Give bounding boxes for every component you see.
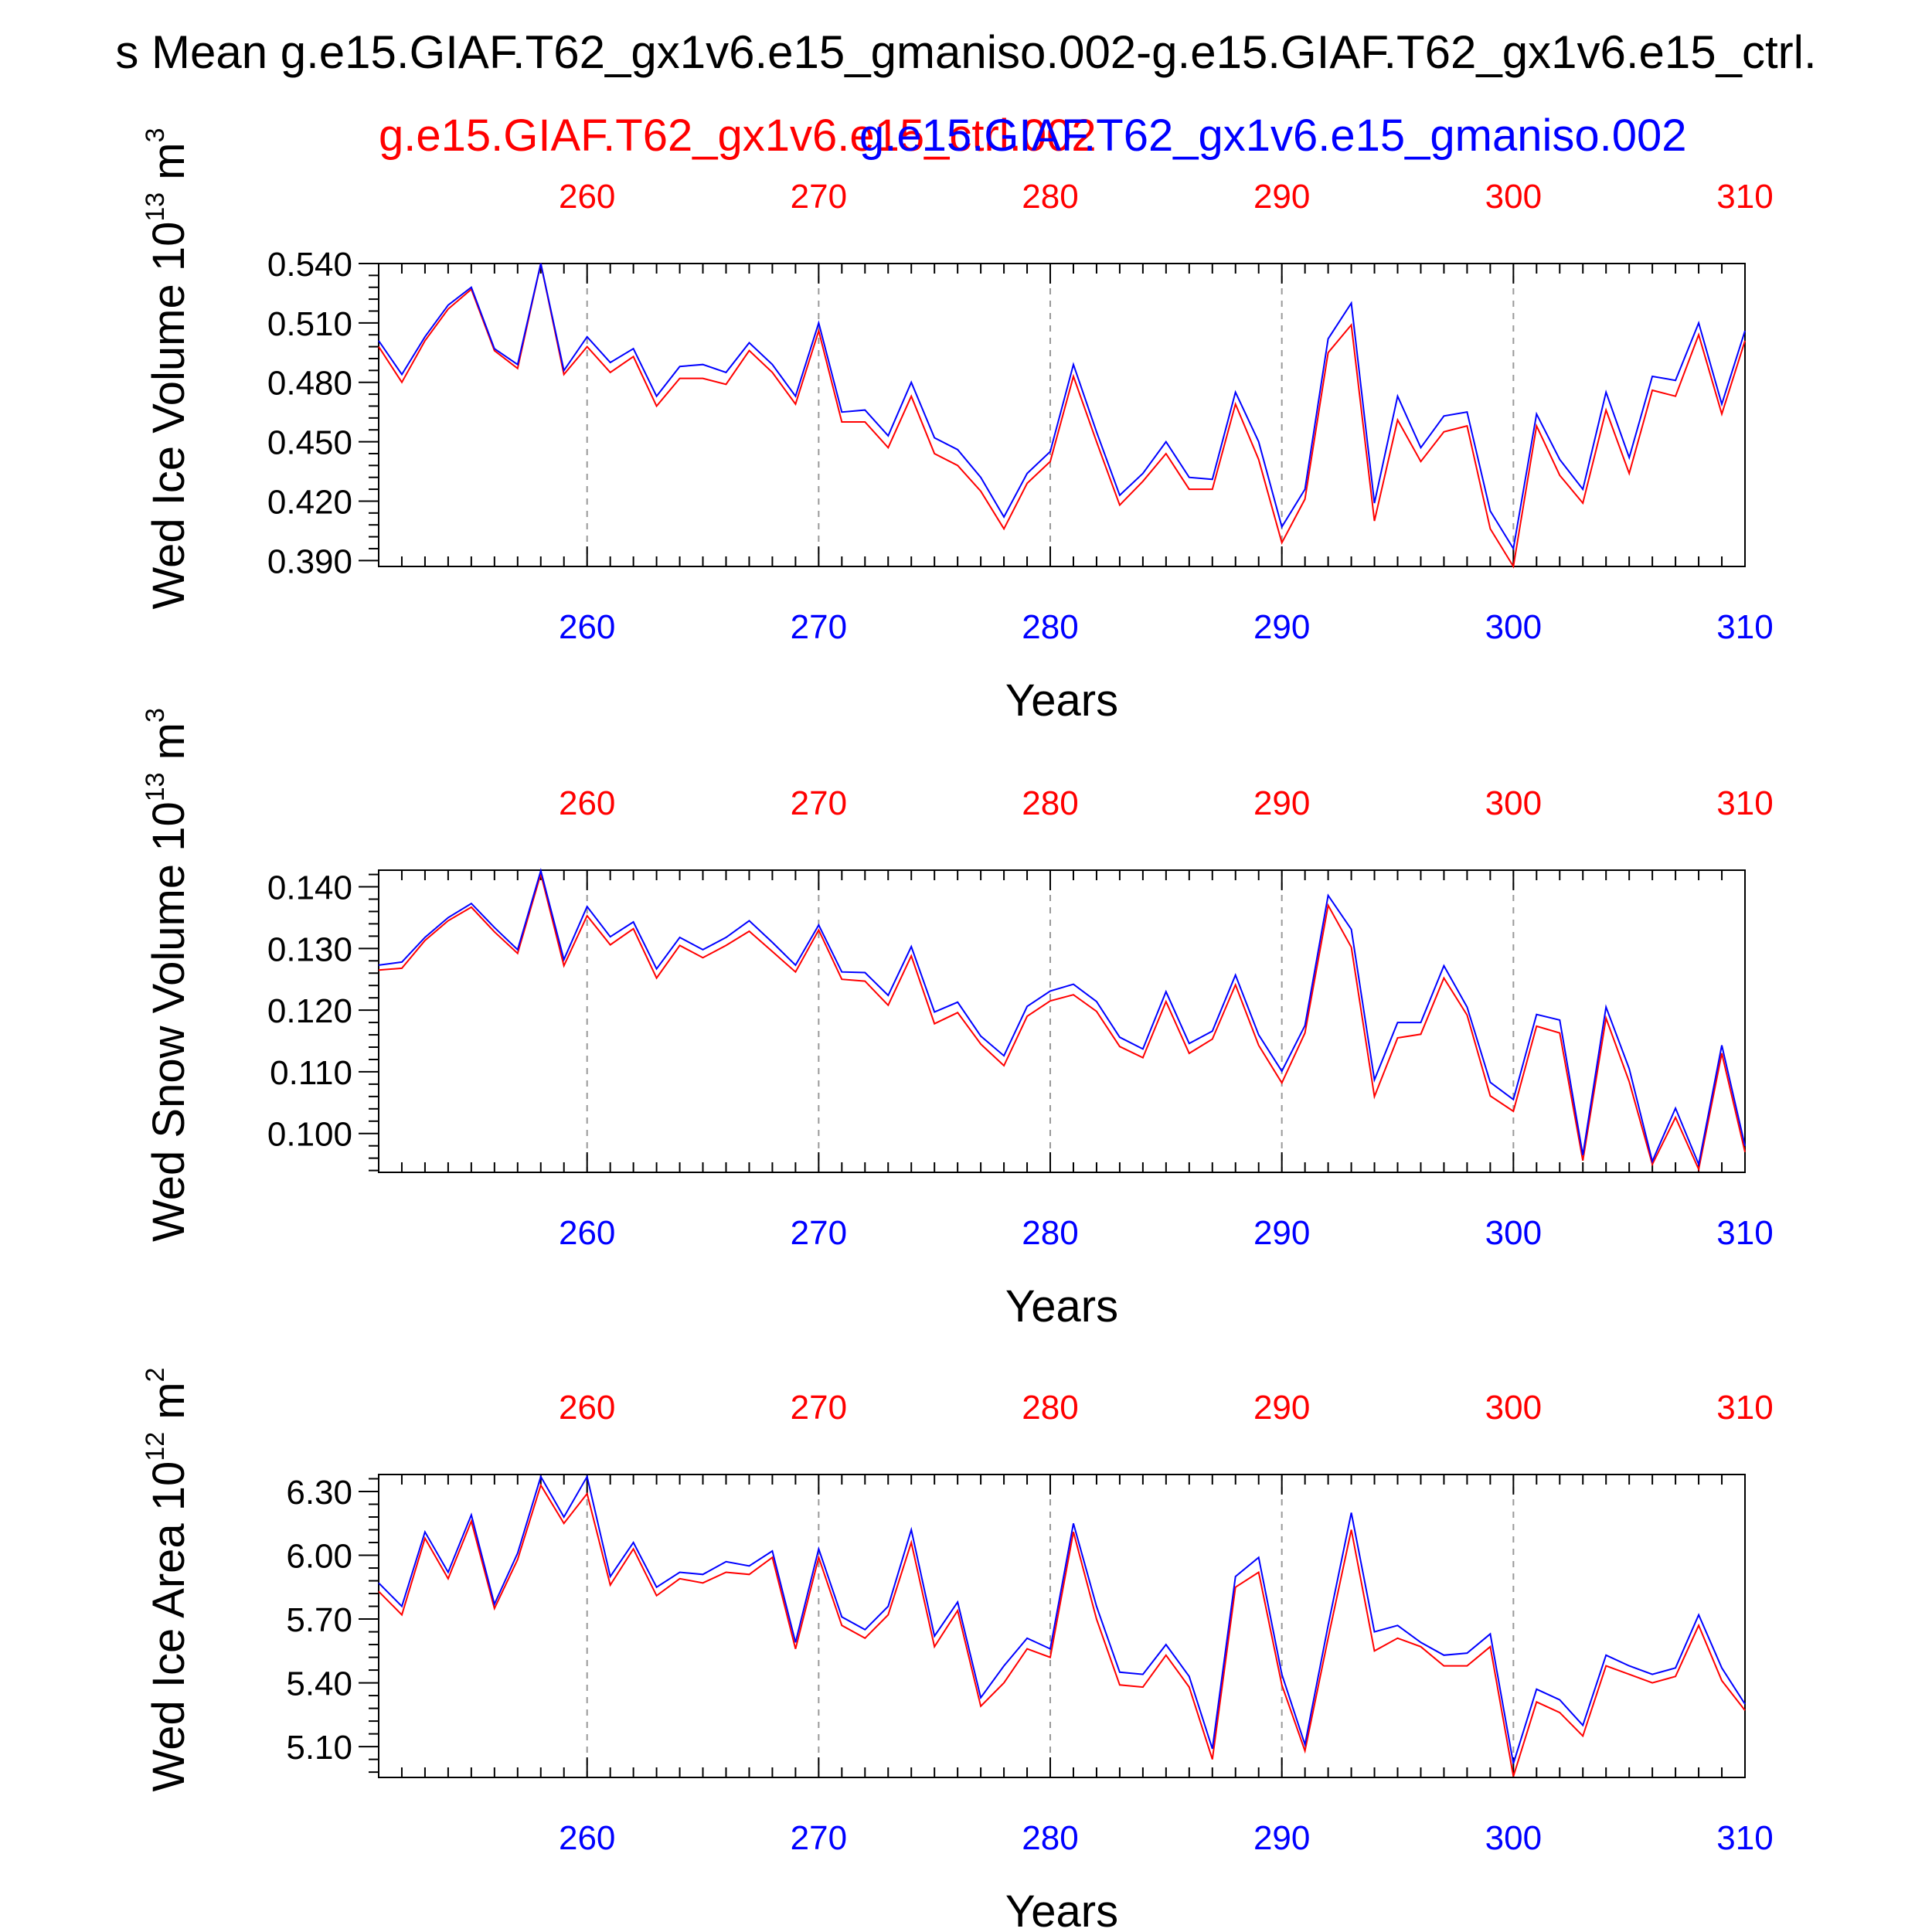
x-tick-label-top: 260: [559, 784, 615, 822]
y-tick-label: 6.00: [286, 1538, 352, 1576]
y-axis-title-unit: m: [144, 1382, 194, 1431]
x-tick-label-bottom: 310: [1716, 608, 1773, 646]
y-tick-label: 5.40: [286, 1665, 352, 1703]
x-tick-label-bottom: 260: [559, 1214, 615, 1252]
x-tick-label-top: 280: [1022, 1389, 1078, 1427]
y-tick-label: 0.450: [267, 424, 352, 462]
x-tick-label-top: 290: [1253, 178, 1310, 216]
y-axis-title-exponent: 13: [141, 192, 170, 222]
y-axis-title-text: Wed Ice Volume 10: [144, 222, 194, 610]
x-tick-label-bottom: 270: [791, 1819, 847, 1857]
x-tick-label-top: 270: [791, 178, 847, 216]
x-tick-label-bottom: 270: [791, 1214, 847, 1252]
y-axis-title-exponent: 13: [141, 772, 170, 801]
panel-snow-volume: 0.100 0.110 0.120 0.130 0.140 260 270 280 290 300…: [141, 708, 1774, 1332]
y-axis-title-unit-exponent: 2: [141, 1368, 170, 1383]
y-axis-title-unit: m: [144, 142, 194, 192]
x-tick-label-top: 260: [559, 1389, 615, 1427]
x-tick-label-bottom: 270: [791, 608, 847, 646]
y-tick-label: 0.100: [267, 1116, 352, 1154]
plot-frame: [378, 1474, 1746, 1778]
plot-frame: [378, 263, 1746, 567]
legend-label-gmaniso: g.e15.GIAF.T62_gx1v6.e15_gmaniso.002: [859, 111, 1687, 161]
y-tick-label: 0.140: [267, 869, 352, 907]
x-tick-label-bottom: 310: [1716, 1214, 1773, 1252]
x-tick-label-bottom: 280: [1022, 608, 1078, 646]
x-tick-label-top: 310: [1716, 1389, 1773, 1427]
y-axis-title-unit-exponent: 3: [141, 708, 170, 723]
x-axis-title: Years: [1005, 1886, 1118, 1932]
y-tick-label: 0.420: [267, 483, 352, 521]
x-tick-label-bottom: 260: [559, 1819, 615, 1857]
y-axis-title: Wed Snow Volume 1013 m3: [141, 708, 194, 1242]
x-tick-label-bottom: 310: [1716, 1819, 1773, 1857]
y-axis-title: Wed Ice Area 1012 m2: [141, 1368, 194, 1792]
x-axis-title: Years: [1005, 1281, 1118, 1332]
y-axis-title: Wed Ice Volume 1013 m3: [141, 128, 194, 609]
series-line-ctrl: [378, 263, 1746, 569]
y-tick-label: 0.110: [270, 1054, 352, 1092]
x-tick-label-top: 310: [1716, 784, 1773, 822]
y-tick-label: 6.30: [286, 1474, 352, 1512]
x-tick-label-top: 300: [1485, 784, 1542, 822]
x-tick-label-bottom: 290: [1253, 1819, 1310, 1857]
panel-ice-volume: 0.390 0.420 0.450 0.480 0.510 0.540 260 270 280 2…: [141, 128, 1774, 726]
y-tick-label: 5.10: [286, 1729, 352, 1767]
x-tick-label-top: 270: [791, 784, 847, 822]
x-tick-label-top: 290: [1253, 1389, 1310, 1427]
series-line-ctrl: [378, 870, 1746, 1172]
x-axis-title: Years: [1005, 675, 1118, 726]
x-tick-label-top: 280: [1022, 178, 1078, 216]
x-tick-label-top: 270: [791, 1389, 847, 1427]
series-line-gmaniso: [378, 263, 1746, 551]
x-tick-label-bottom: 280: [1022, 1819, 1078, 1857]
x-tick-label-top: 310: [1716, 178, 1773, 216]
y-tick-label: 0.120: [267, 992, 352, 1030]
y-tick-label: 0.510: [267, 305, 352, 343]
series-line-gmaniso: [378, 1475, 1746, 1764]
series-line-ctrl: [378, 1483, 1746, 1777]
series-line-gmaniso: [378, 868, 1746, 1168]
legend-label-ctrl: g.e15.GIAF.T62_gx1v6.e15_ctrl.002: [379, 111, 1097, 161]
x-tick-label-bottom: 280: [1022, 1214, 1078, 1252]
x-tick-label-top: 300: [1485, 1389, 1542, 1427]
figure-title: s Mean g.e15.GIAF.T62_gx1v6.e15_gmaniso.…: [115, 26, 1816, 78]
x-tick-label-top: 260: [559, 178, 615, 216]
y-tick-label: 5.70: [286, 1601, 352, 1639]
x-tick-label-top: 290: [1253, 784, 1310, 822]
x-tick-label-bottom: 290: [1253, 1214, 1310, 1252]
y-axis-title-text: Wed Ice Area 10: [144, 1461, 194, 1792]
x-tick-label-bottom: 300: [1485, 1214, 1542, 1252]
x-tick-label-bottom: 260: [559, 608, 615, 646]
x-tick-label-bottom: 290: [1253, 608, 1310, 646]
y-axis-title-unit-exponent: 3: [141, 128, 170, 142]
y-tick-label: 0.540: [267, 246, 352, 284]
x-tick-label-top: 300: [1485, 178, 1542, 216]
y-tick-label: 0.390: [267, 543, 352, 580]
y-axis-title-unit: m: [144, 723, 194, 772]
y-tick-label: 0.130: [267, 930, 352, 968]
panel-ice-area: 5.10 5.40 5.70 6.00 6.30 260 270 280 290 300 310 26…: [141, 1368, 1774, 1932]
x-tick-label-bottom: 300: [1485, 1819, 1542, 1857]
x-tick-label-bottom: 300: [1485, 608, 1542, 646]
plot-frame: [378, 869, 1746, 1173]
x-tick-label-top: 280: [1022, 784, 1078, 822]
y-axis-title-text: Wed Snow Volume 10: [144, 801, 194, 1242]
y-tick-label: 0.480: [267, 365, 352, 403]
y-axis-title-exponent: 12: [141, 1432, 170, 1461]
